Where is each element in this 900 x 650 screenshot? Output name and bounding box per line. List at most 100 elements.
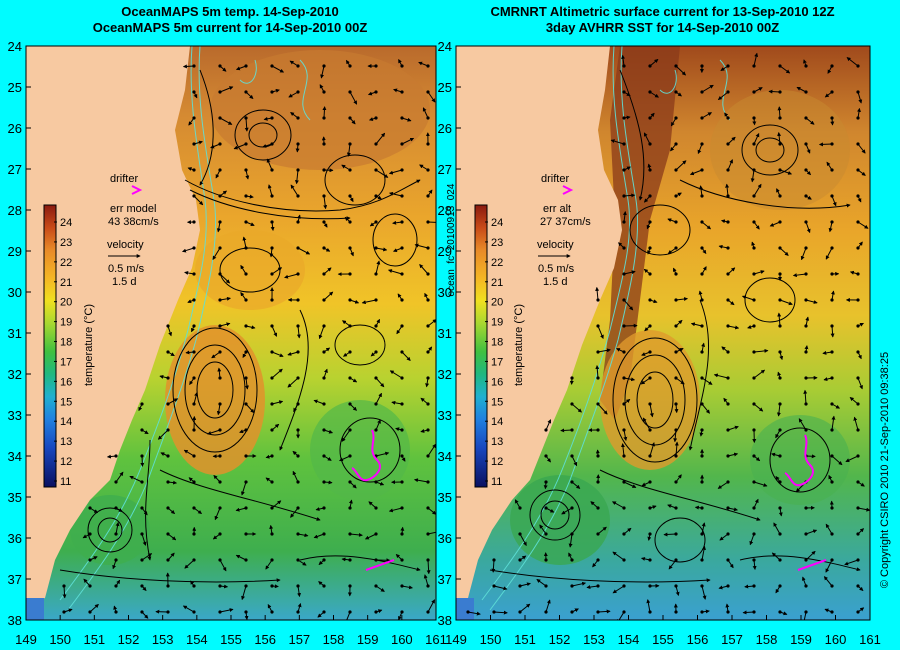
current-arrow: [623, 481, 637, 488]
current-arrow-origin: [674, 246, 678, 250]
current-arrow: [292, 470, 299, 483]
current-arrow-origin: [244, 402, 248, 406]
current-arrow-origin: [752, 532, 756, 536]
current-arrow-origin: [804, 376, 808, 380]
current-arrow-origin: [778, 610, 782, 614]
current-arrow: [426, 559, 431, 575]
current-arrow: [719, 533, 729, 541]
current-arrow-origin: [374, 298, 378, 302]
current-arrow-origin: [648, 246, 652, 250]
current-arrow-origin: [856, 506, 860, 510]
current-arrow-origin: [270, 558, 274, 562]
current-arrow-origin: [348, 402, 352, 406]
lat-tick-label: 38: [438, 613, 452, 628]
current-arrow-origin: [778, 402, 782, 406]
current-arrow-origin: [426, 454, 430, 458]
current-arrow-origin: [778, 506, 782, 510]
current-arrow-origin: [674, 168, 678, 172]
current-arrow: [673, 429, 678, 443]
current-arrow: [568, 533, 573, 548]
current-arrow-origin: [492, 558, 496, 562]
current-arrow-origin: [700, 142, 704, 146]
current-arrow: [193, 195, 204, 206]
current-arrow-origin: [700, 64, 704, 68]
current-arrow-origin: [166, 558, 170, 562]
current-arrow: [831, 415, 836, 431]
current-arrow: [701, 84, 714, 93]
current-arrow: [210, 143, 221, 149]
current-arrow-origin: [218, 480, 222, 484]
current-arrow: [184, 559, 195, 569]
current-arrow-origin: [700, 90, 704, 94]
current-arrow: [792, 273, 807, 278]
current-arrow-origin: [492, 610, 496, 614]
left-latitude-axis: 24 25 26 27 28 29 30 31 32 33 34 35 36 37 38: [8, 39, 31, 628]
current-arrow-origin: [856, 142, 860, 146]
current-arrow-origin: [426, 168, 430, 172]
current-arrow-origin: [348, 220, 352, 224]
current-arrow-origin: [426, 116, 430, 120]
current-arrow: [642, 417, 651, 431]
current-arrow-origin: [374, 584, 378, 588]
current-arrow-origin: [296, 610, 300, 614]
current-arrow-origin: [166, 350, 170, 354]
current-arrow-origin: [700, 272, 704, 276]
current-arrow-origin: [218, 90, 222, 94]
current-arrow-origin: [192, 532, 196, 536]
current-arrow-origin: [700, 220, 704, 224]
current-arrow-origin: [166, 402, 170, 406]
current-arrow-origin: [166, 480, 170, 484]
current-arrow-origin: [674, 610, 678, 614]
current-arrow: [828, 221, 833, 233]
current-arrow-origin: [570, 376, 574, 380]
current-arrow-origin: [348, 324, 352, 328]
current-arrow-origin: [804, 558, 808, 562]
current-arrow: [697, 143, 703, 155]
lon-tick-label: 153: [583, 632, 605, 647]
current-arrow: [296, 325, 301, 339]
colorbar-tick-label: 11: [60, 476, 71, 488]
left-legend: drifter err model 43 38cm/s velocity 0.5…: [107, 173, 159, 288]
current-arrow: [414, 243, 429, 249]
current-arrow-origin: [778, 272, 782, 276]
current-arrow: [753, 52, 759, 67]
lat-tick-label: 26: [8, 121, 22, 136]
current-arrow-origin: [674, 194, 678, 198]
current-arrow-origin: [752, 376, 756, 380]
current-arrow: [830, 325, 835, 338]
current-arrow-origin: [752, 246, 756, 250]
current-arrow-origin: [88, 584, 92, 588]
current-arrow-origin: [374, 428, 378, 432]
current-arrow: [271, 500, 282, 509]
current-arrow-origin: [830, 506, 834, 510]
current-arrow-origin: [544, 532, 548, 536]
current-arrow: [800, 247, 807, 261]
current-arrow-origin: [830, 142, 834, 146]
current-arrow-origin: [296, 584, 300, 588]
left-map-panel: [26, 46, 436, 620]
current-arrow: [244, 117, 249, 132]
current-arrow-origin: [700, 350, 704, 354]
current-arrow: [779, 299, 793, 306]
current-arrow: [219, 608, 234, 613]
current-arrow-origin: [648, 454, 652, 458]
current-arrow-origin: [622, 402, 626, 406]
current-arrow-origin: [244, 376, 248, 380]
current-arrow-origin: [856, 220, 860, 224]
current-arrow-origin: [622, 220, 626, 224]
current-arrow-origin: [674, 428, 678, 432]
right-velocity-value: 0.5 m/s: [538, 263, 575, 275]
current-arrow-origin: [726, 506, 730, 510]
current-arrow-origin: [752, 90, 756, 94]
current-arrow-origin: [296, 376, 300, 380]
current-arrow-origin: [296, 428, 300, 432]
lat-tick-label: 25: [8, 80, 22, 95]
current-arrow-origin: [700, 454, 704, 458]
current-arrow-origin: [348, 272, 352, 276]
current-arrow-origin: [648, 480, 652, 484]
current-arrow-origin: [804, 220, 808, 224]
current-arrow-origin: [426, 506, 430, 510]
current-arrow-origin: [830, 246, 834, 250]
current-arrow-origin: [400, 558, 404, 562]
current-arrow-origin: [596, 324, 600, 328]
